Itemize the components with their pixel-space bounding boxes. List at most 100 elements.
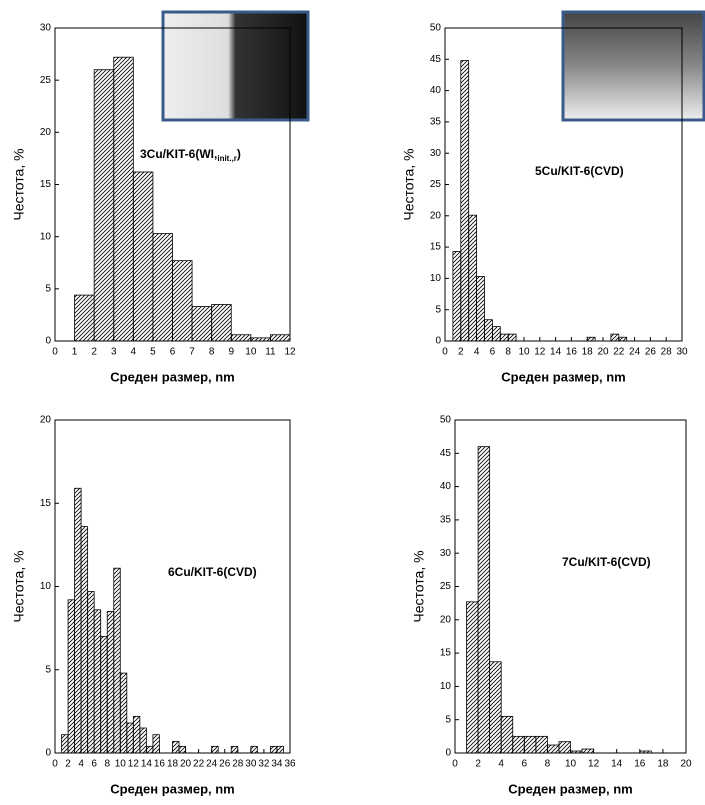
y-tick-label: 30	[430, 148, 442, 159]
x-tick-label: 3	[111, 347, 117, 358]
y-tick-label: 0	[45, 748, 51, 759]
x-tick-label: 16	[634, 759, 646, 770]
histogram-bar	[250, 745, 258, 754]
histogram-bar	[535, 735, 548, 754]
histogram-bar	[87, 591, 95, 754]
x-tick-label: 0	[52, 347, 58, 358]
y-tick-label: 45	[430, 54, 442, 65]
histogram-bar	[61, 734, 69, 754]
annotation-text: 3Cu/KIT-6(WI,	[140, 147, 217, 161]
y-tick-label: 0	[435, 336, 441, 347]
histogram-bar	[80, 526, 89, 754]
x-tick-label: 8	[104, 759, 110, 770]
y-tick-label: 20	[40, 415, 52, 426]
annotation: 6Cu/KIT-6(CVD)	[168, 565, 257, 579]
histogram-bar	[67, 599, 75, 754]
x-tick-label: 30	[676, 347, 688, 358]
y-tick-label: 20	[40, 127, 52, 138]
histogram-bar	[74, 487, 82, 754]
x-tick-label: 10	[245, 347, 257, 358]
x-tick-label: 16	[566, 347, 578, 358]
x-tick-label: 6	[522, 759, 528, 770]
histogram-bar	[491, 326, 501, 342]
histogram-bar	[106, 611, 115, 754]
x-tick-label: 10	[518, 347, 530, 358]
x-tick-label: 30	[245, 759, 257, 770]
histogram-bar	[211, 745, 219, 754]
x-axis-label: Среден размер, nm	[110, 781, 234, 796]
x-tick-label: 4	[131, 347, 137, 358]
x-tick-label: 28	[661, 347, 673, 358]
x-tick-label: 2	[475, 759, 481, 770]
histogram-bar	[93, 69, 115, 342]
histogram-bar	[558, 741, 571, 754]
x-tick-label: 24	[629, 347, 641, 358]
y-tick-label: 10	[40, 581, 52, 592]
histogram-bar	[466, 601, 479, 754]
histogram-bar	[507, 333, 517, 342]
y-tick-label: 5	[445, 714, 451, 725]
y-tick-label: 35	[440, 515, 452, 526]
x-tick-label: 22	[613, 347, 625, 358]
histogram-bar	[172, 260, 193, 342]
x-tick-label: 12	[534, 347, 546, 358]
histogram-bar	[484, 319, 493, 342]
y-tick-label: 30	[40, 23, 52, 34]
histogram-bar	[512, 735, 525, 754]
y-tick-label: 40	[440, 481, 452, 492]
annotation-text: 5Cu/KIT-6(CVD)	[535, 164, 624, 178]
histogram-bar	[119, 672, 128, 754]
y-tick-label: 25	[40, 75, 52, 86]
x-tick-label: 36	[284, 759, 296, 770]
y-axis-label: Честота, %	[11, 550, 27, 622]
x-tick-label: 26	[219, 759, 231, 770]
x-tick-label: 2	[458, 347, 464, 358]
histogram-bar	[100, 636, 108, 754]
y-tick-label: 5	[45, 283, 51, 294]
x-tick-label: 1	[72, 347, 78, 358]
histogram-bar	[230, 334, 252, 342]
histogram-bar	[477, 446, 491, 754]
x-tick-label: 9	[228, 347, 234, 358]
x-tick-label: 12	[284, 347, 296, 358]
histogram-bar	[74, 294, 95, 342]
x-tick-label: 18	[657, 759, 669, 770]
x-tick-label: 7	[189, 347, 195, 358]
x-tick-label: 4	[78, 759, 84, 770]
x-tick-label: 12	[588, 759, 600, 770]
x-tick-label: 20	[680, 759, 692, 770]
x-axis-label: Среден размер, nm	[501, 369, 625, 384]
histogram-bar	[476, 276, 485, 342]
annotation: 5Cu/KIT-6(CVD)	[535, 164, 624, 178]
histogram-bar	[172, 740, 180, 754]
x-tick-label: 6	[490, 347, 496, 358]
x-tick-label: 4	[498, 759, 504, 770]
histogram-bar	[126, 722, 134, 754]
histogram-bar	[113, 567, 121, 754]
histogram-bar	[270, 334, 291, 342]
y-tick-label: 15	[40, 498, 52, 509]
annotation-text: 6Cu/KIT-6(CVD)	[168, 565, 257, 579]
histogram-bar	[139, 727, 147, 754]
histogram-bar	[610, 333, 620, 342]
x-tick-label: 2	[91, 347, 97, 358]
annotation-subscript: init.,r	[217, 154, 237, 163]
x-tick-label: 0	[452, 759, 458, 770]
histogram-bar	[499, 333, 509, 342]
y-tick-label: 15	[440, 648, 452, 659]
y-tick-label: 35	[430, 117, 442, 128]
x-tick-label: 14	[550, 347, 562, 358]
histogram-bar	[178, 745, 186, 754]
y-tick-label: 15	[430, 242, 442, 253]
inset-image	[561, 10, 705, 122]
y-tick-label: 10	[430, 273, 442, 284]
histogram-bar	[152, 233, 173, 342]
histogram-bar	[211, 304, 232, 342]
histogram-bar	[500, 715, 514, 754]
y-axis-label: Честота, %	[401, 148, 417, 220]
histogram-bar	[132, 715, 141, 754]
x-tick-label: 0	[442, 347, 448, 358]
x-tick-label: 8	[209, 347, 215, 358]
annotation: 7Cu/KIT-6(CVD)	[562, 555, 651, 569]
histogram-bar	[276, 745, 284, 754]
